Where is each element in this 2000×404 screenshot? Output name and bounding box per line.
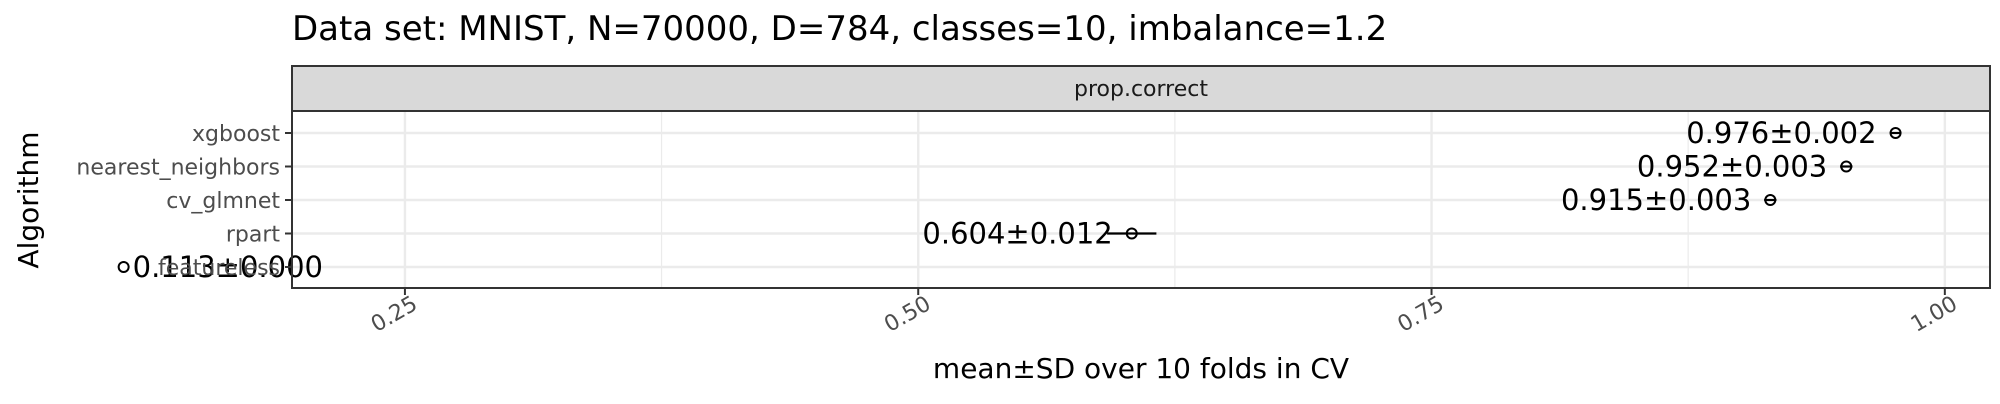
grid-layer [292, 111, 1990, 288]
point-label: 0.604±0.012 [922, 217, 1112, 251]
y-tick-label: nearest_neighbors [76, 156, 280, 181]
point-marker [1840, 160, 1853, 173]
y-axis-title: Algorithm [12, 131, 45, 268]
y-tick-label: xgboost [192, 122, 280, 147]
point-label: 0.976±0.002 [1686, 116, 1876, 150]
point-marker [1764, 194, 1777, 206]
point-marker [1125, 227, 1138, 240]
y-tick-label: rpart [226, 223, 281, 248]
facet-strip-label: prop.correct [1074, 77, 1208, 102]
x-tick-label: 0.75 [1394, 292, 1449, 338]
y-tick-label: featureless [158, 256, 280, 281]
x-tick-label: 1.00 [1907, 292, 1962, 338]
x-tick-label: 0.50 [880, 292, 935, 338]
x-tick-label: 0.25 [367, 292, 422, 338]
x-axis: 0.25 0.50 0.75 1.00 [367, 288, 1962, 338]
point-marker [117, 261, 130, 273]
point-marker [1889, 127, 1902, 139]
point-label: 0.915±0.003 [1561, 183, 1751, 217]
y-tick-label: cv_glmnet [166, 189, 280, 214]
chart-title: Data set: MNIST, N=70000, D=784, classes… [292, 9, 1387, 49]
facet-strip [291, 65, 1991, 112]
point-label: 0.952±0.003 [1637, 150, 1827, 184]
x-axis-title: mean±SD over 10 folds in CV [933, 352, 1349, 385]
